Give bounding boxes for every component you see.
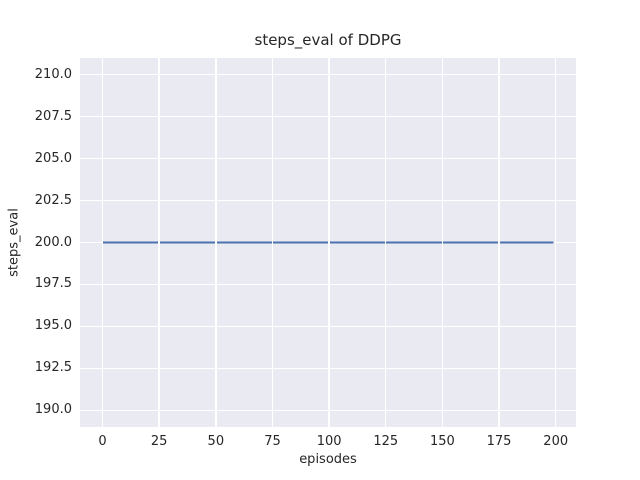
x-gridline <box>215 58 217 427</box>
y-tick-label: 192.5 <box>34 360 72 376</box>
x-tick-label: 150 <box>430 434 455 449</box>
x-tick-label: 0 <box>98 434 107 449</box>
y-gridline <box>80 409 576 411</box>
x-gridline <box>328 58 330 427</box>
x-tick-label: 125 <box>373 434 399 449</box>
y-gridline <box>80 157 576 160</box>
y-tick-label: 210.0 <box>34 66 72 82</box>
y-gridline <box>80 116 576 118</box>
x-gridline <box>158 58 160 427</box>
chart-title: steps_eval of DDPG <box>254 31 402 49</box>
x-gridline <box>441 58 444 427</box>
y-gridline <box>80 199 576 202</box>
x-tick-label: 25 <box>150 434 168 449</box>
x-tick-label: 50 <box>207 434 225 449</box>
x-axis-label: episodes <box>299 452 357 467</box>
x-gridline <box>101 58 104 427</box>
line-series-svg <box>102 241 554 244</box>
y-gridline <box>80 74 576 76</box>
y-tick-label: 202.5 <box>34 192 72 208</box>
y-tick-label: 190.0 <box>34 402 72 418</box>
y-gridline <box>80 367 576 369</box>
y-gridline <box>80 325 576 328</box>
x-gridline <box>385 58 387 427</box>
y-tick-label: 200.0 <box>34 234 72 250</box>
x-tick-label: 175 <box>486 434 512 449</box>
x-gridline <box>498 58 500 427</box>
y-tick-label: 205.0 <box>34 150 72 166</box>
x-gridline <box>271 58 274 427</box>
x-gridline <box>555 58 557 427</box>
x-tick-label: 75 <box>264 434 281 449</box>
y-tick-label: 195.0 <box>34 318 72 334</box>
y-axis-label: steps_eval <box>6 208 22 277</box>
y-tick-label: 197.5 <box>34 276 72 292</box>
y-gridline <box>80 283 576 286</box>
plot-area <box>80 58 576 427</box>
x-tick-label: 100 <box>316 434 342 449</box>
y-tick-label: 207.5 <box>34 108 72 124</box>
x-tick-label: 200 <box>543 434 569 449</box>
